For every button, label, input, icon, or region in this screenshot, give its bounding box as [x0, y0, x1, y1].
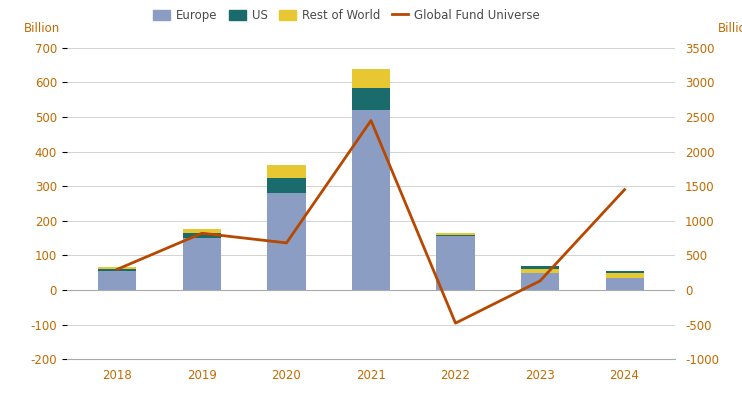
- Bar: [605, 273, 643, 278]
- Legend: Europe, US, Rest of World, Global Fund Universe: Europe, US, Rest of World, Global Fund U…: [148, 4, 545, 26]
- Text: Billion: Billion: [718, 22, 742, 36]
- Bar: [436, 233, 475, 235]
- Bar: [605, 271, 643, 290]
- Bar: [267, 178, 306, 193]
- Bar: [352, 88, 390, 110]
- Bar: [436, 236, 475, 290]
- Bar: [99, 267, 137, 269]
- Bar: [183, 229, 221, 233]
- Bar: [99, 269, 137, 271]
- Bar: [99, 271, 137, 290]
- Bar: [267, 193, 306, 290]
- Bar: [521, 266, 559, 290]
- Text: Billion: Billion: [24, 22, 60, 36]
- Bar: [183, 233, 221, 238]
- Bar: [521, 269, 559, 273]
- Bar: [183, 238, 221, 290]
- Bar: [352, 69, 390, 88]
- Bar: [521, 266, 559, 273]
- Bar: [436, 235, 475, 236]
- Bar: [352, 110, 390, 290]
- Bar: [605, 271, 643, 278]
- Bar: [267, 166, 306, 178]
